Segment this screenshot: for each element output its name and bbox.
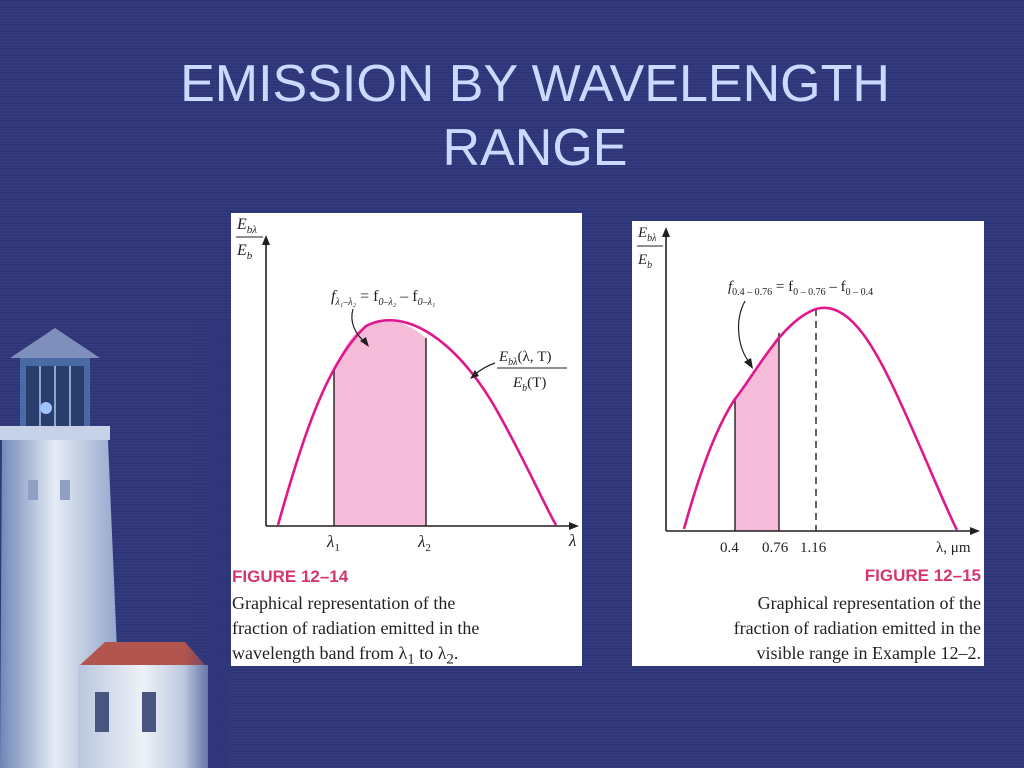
formula-pointer <box>738 300 751 364</box>
curve-label-denominator: Eb(T) <box>512 375 546 394</box>
tick-0-4: 0.4 <box>720 540 739 556</box>
emission-curve <box>276 319 558 526</box>
y-axis-label-denominator: Eb <box>236 242 253 262</box>
y-axis-arrow-icon <box>662 227 670 237</box>
title-line-1: EMISSION BY WAVELENGTH <box>180 55 890 113</box>
title-line-2: RANGE <box>442 119 628 177</box>
tick-0-76: 0.76 <box>762 540 789 556</box>
lambda2-label: λ2 <box>417 532 431 554</box>
emission-curve <box>682 306 959 531</box>
shaded-band <box>334 321 426 526</box>
curve-label-pointer <box>473 362 496 376</box>
fraction-formula: fλ₁–λ₂ = f0–λ₂ – f0–λ₁ <box>331 288 435 308</box>
tick-1-16: 1.16 <box>800 540 827 556</box>
figure-12-14-panel: Ebλ Eb fλ₁–λ₂ = f0–λ₂ – f0–λ₁ Ebλ(λ, T) … <box>231 213 582 668</box>
curve-label-numerator: Ebλ(λ, T) <box>498 349 551 368</box>
y-axis-label-numerator: Ebλ <box>637 225 657 244</box>
slide-title: EMISSION BY WAVELENGTH RANGE <box>60 52 1010 180</box>
y-axis-label-denominator: Eb <box>637 252 652 271</box>
x-axis-arrow-icon <box>970 527 980 535</box>
figure-12-15-caption: Graphical representation of the fraction… <box>733 593 981 663</box>
lighthouse-image <box>0 320 230 768</box>
figure-12-14-caption: Graphical representation of the fraction… <box>232 593 480 668</box>
x-axis-label: λ <box>568 531 576 550</box>
y-axis-arrow-icon <box>262 235 270 245</box>
figure-12-14-plot: Ebλ Eb fλ₁–λ₂ = f0–λ₂ – f0–λ₁ Ebλ(λ, T) … <box>236 216 579 554</box>
x-axis-arrow-icon <box>569 522 579 530</box>
figure-12-14-label: FIGURE 12–14 <box>232 567 349 586</box>
figure-12-15-panel: Ebλ Eb f0.4 – 0.76 = f0 – 0.76 – f0 – 0.… <box>632 221 984 666</box>
visible-fraction-formula: f0.4 – 0.76 = f0 – 0.76 – f0 – 0.4 <box>728 279 873 298</box>
lambda1-label: λ1 <box>326 532 340 554</box>
visible-band <box>735 333 779 531</box>
figure-12-15-label: FIGURE 12–15 <box>864 566 981 585</box>
figure-12-15-plot: Ebλ Eb f0.4 – 0.76 = f0 – 0.76 – f0 – 0.… <box>637 225 980 556</box>
x-axis-label: λ, μm <box>936 540 971 556</box>
y-axis-label-numerator: Ebλ <box>236 216 257 236</box>
